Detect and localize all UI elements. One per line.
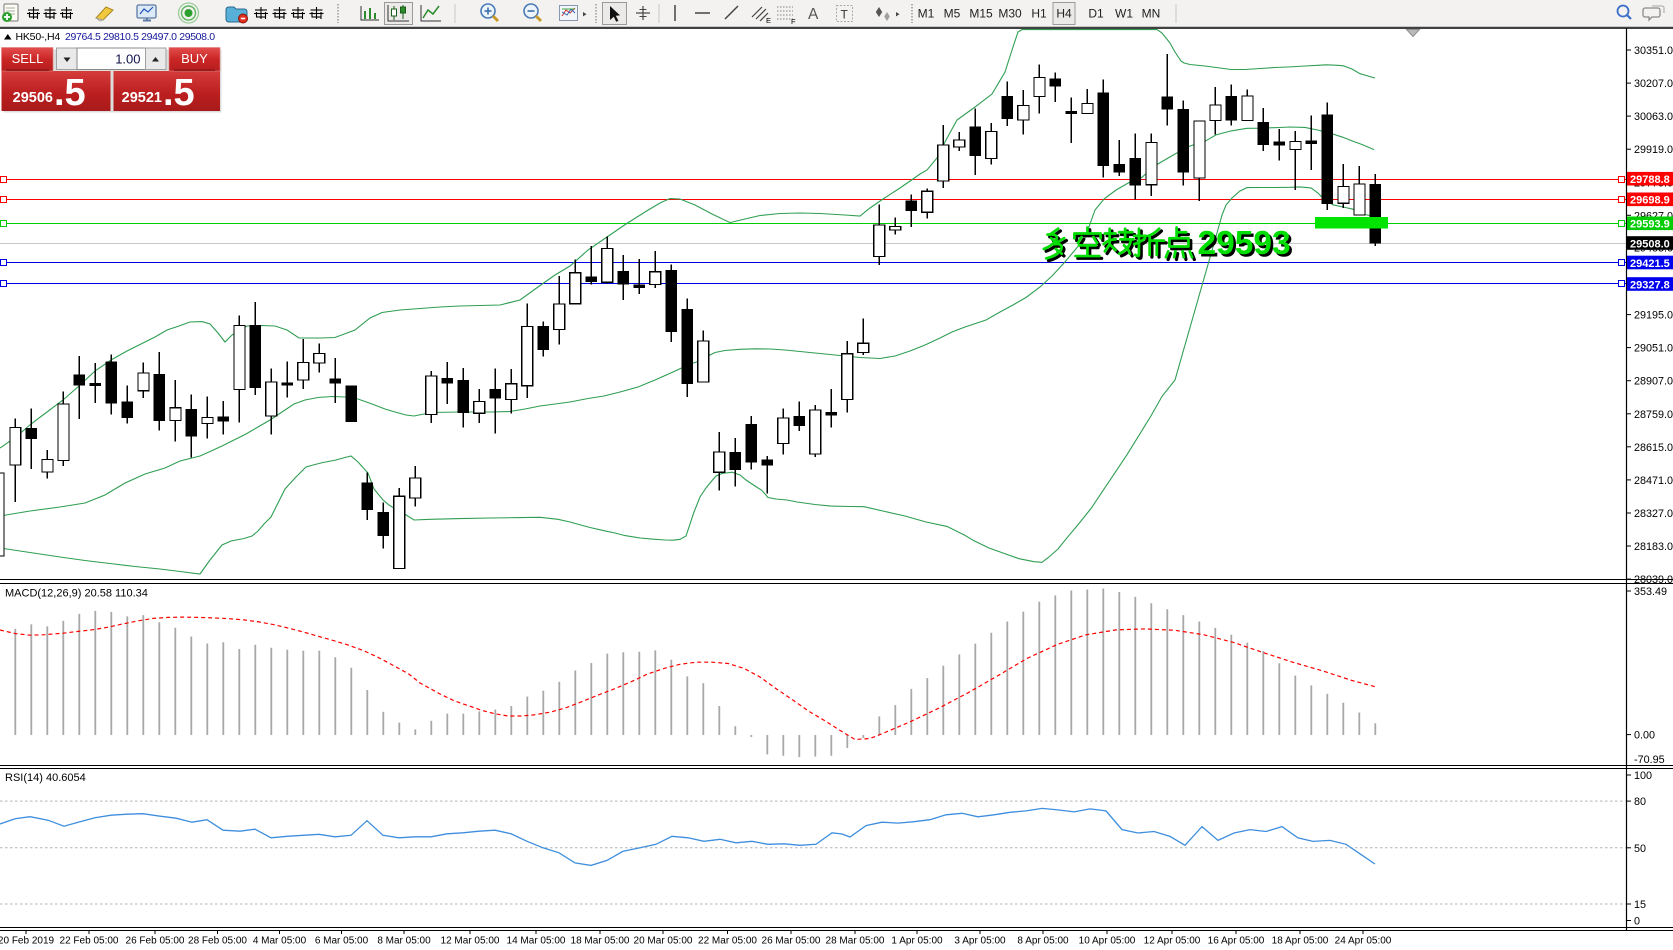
svg-text:29327.8: 29327.8 [1630, 279, 1670, 291]
svg-text:4 Mar 05:00: 4 Mar 05:00 [253, 936, 307, 947]
svg-text:.5: .5 [54, 72, 86, 114]
svg-text:28183.0: 28183.0 [1634, 541, 1673, 553]
svg-text:M15: M15 [969, 7, 993, 21]
svg-text:29788.8: 29788.8 [1630, 174, 1670, 186]
svg-text:29506: 29506 [13, 90, 53, 106]
svg-text:10 Apr 05:00: 10 Apr 05:00 [1079, 936, 1136, 947]
svg-text:3 Apr 05:00: 3 Apr 05:00 [954, 936, 1006, 947]
svg-text:20 Mar 05:00: 20 Mar 05:00 [634, 936, 693, 947]
svg-text:-70.95: -70.95 [1634, 754, 1665, 766]
svg-text:A: A [808, 6, 819, 23]
svg-text:29919.0: 29919.0 [1634, 144, 1673, 156]
svg-text:BUY: BUY [181, 51, 208, 66]
svg-text:29195.0: 29195.0 [1634, 310, 1673, 322]
svg-text:50: 50 [1634, 843, 1646, 855]
svg-text:28039.0: 28039.0 [1634, 574, 1673, 586]
svg-text:29051.0: 29051.0 [1634, 343, 1673, 355]
svg-text:1.00: 1.00 [115, 52, 140, 67]
svg-text:MACD(12,26,9) 20.58 110.34: MACD(12,26,9) 20.58 110.34 [5, 588, 148, 600]
svg-text:D1: D1 [1088, 7, 1104, 21]
svg-text:28 Mar 05:00: 28 Mar 05:00 [826, 936, 885, 947]
svg-text:.5: .5 [163, 72, 195, 114]
svg-text:W1: W1 [1115, 7, 1133, 21]
svg-text:28907.0: 28907.0 [1634, 376, 1673, 388]
svg-text:F: F [791, 17, 796, 26]
svg-text:M30: M30 [998, 7, 1022, 21]
svg-text:29698.9: 29698.9 [1630, 195, 1670, 207]
svg-text:80: 80 [1634, 796, 1646, 808]
svg-text:29593: 29593 [1200, 228, 1293, 265]
svg-text:12 Mar 05:00: 12 Mar 05:00 [441, 936, 500, 947]
svg-text:29593.9: 29593.9 [1630, 219, 1670, 231]
svg-text:RSI(14) 40.6054: RSI(14) 40.6054 [5, 772, 86, 784]
svg-text:12 Apr 05:00: 12 Apr 05:00 [1144, 936, 1201, 947]
svg-text:29508.0: 29508.0 [1630, 238, 1670, 250]
svg-text:0.00: 0.00 [1634, 730, 1655, 742]
svg-text:29764.5 29810.5 29497.0 29508.: 29764.5 29810.5 29497.0 29508.0 [65, 31, 215, 43]
svg-text:26 Mar 05:00: 26 Mar 05:00 [762, 936, 821, 947]
svg-text:H1: H1 [1031, 7, 1047, 21]
svg-text:29521: 29521 [122, 90, 162, 106]
svg-text:100: 100 [1634, 770, 1652, 782]
svg-text:28327.0: 28327.0 [1634, 508, 1673, 520]
svg-text:28 Feb 05:00: 28 Feb 05:00 [188, 936, 247, 947]
svg-text:MN: MN [1142, 7, 1161, 21]
svg-text:8 Apr 05:00: 8 Apr 05:00 [1017, 936, 1069, 947]
svg-text:30207.0: 30207.0 [1634, 78, 1673, 90]
svg-text:1 Apr 05:00: 1 Apr 05:00 [891, 936, 943, 947]
svg-text:29421.5: 29421.5 [1630, 258, 1670, 270]
svg-text:H4: H4 [1056, 7, 1072, 21]
svg-text:30063.0: 30063.0 [1634, 111, 1673, 123]
svg-text:15: 15 [1634, 899, 1646, 911]
svg-text:22 Mar 05:00: 22 Mar 05:00 [698, 936, 757, 947]
svg-text:353.49: 353.49 [1634, 586, 1667, 598]
svg-text:28471.0: 28471.0 [1634, 475, 1673, 487]
svg-text:24 Apr 05:00: 24 Apr 05:00 [1335, 936, 1392, 947]
svg-text:HK50-,H4: HK50-,H4 [16, 31, 61, 43]
svg-text:M1: M1 [918, 7, 935, 21]
svg-text:16 Apr 05:00: 16 Apr 05:00 [1208, 936, 1265, 947]
svg-text:22 Feb 05:00: 22 Feb 05:00 [60, 936, 119, 947]
svg-text:20 Feb 2019: 20 Feb 2019 [0, 936, 55, 947]
svg-text:SELL: SELL [12, 51, 44, 66]
svg-text:28759.0: 28759.0 [1634, 409, 1673, 421]
svg-text:T: T [841, 8, 849, 22]
svg-text:14 Mar 05:00: 14 Mar 05:00 [507, 936, 566, 947]
svg-text:26 Feb 05:00: 26 Feb 05:00 [126, 936, 185, 947]
svg-text:18 Apr 05:00: 18 Apr 05:00 [1272, 936, 1329, 947]
svg-text:30351.0: 30351.0 [1634, 45, 1673, 57]
svg-text:18 Mar 05:00: 18 Mar 05:00 [571, 936, 630, 947]
svg-text:6 Mar 05:00: 6 Mar 05:00 [315, 936, 369, 947]
svg-text:29593: 29593 [1198, 225, 1291, 262]
svg-text:28615.0: 28615.0 [1634, 442, 1673, 454]
svg-text:0: 0 [1634, 916, 1640, 928]
svg-text:8 Mar 05:00: 8 Mar 05:00 [377, 936, 431, 947]
svg-text:E: E [766, 16, 771, 25]
svg-text:M5: M5 [944, 7, 961, 21]
